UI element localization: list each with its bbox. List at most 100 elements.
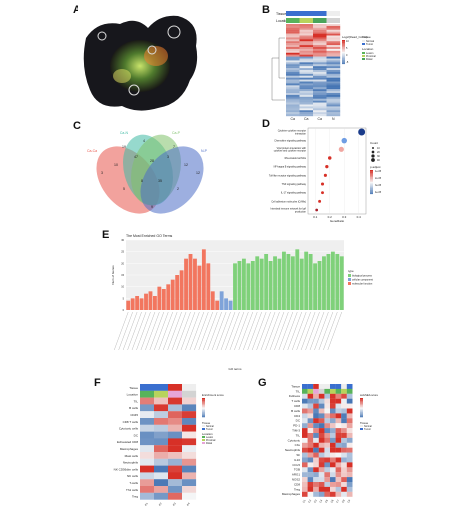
panel-b-cell — [326, 87, 341, 90]
panel-d-color-legend-label: 1e-05 — [375, 170, 382, 173]
panelG-row-label: DC — [296, 419, 301, 423]
panel-b-legend-gradient — [342, 40, 345, 42]
panel-e-bar — [317, 261, 322, 310]
panelF-cell — [140, 472, 155, 480]
panel-b-cell — [286, 64, 300, 67]
panel-b-cell — [286, 33, 300, 36]
panel-b-cell — [326, 100, 341, 103]
panel-b-dendrogram — [271, 37, 285, 101]
panel-c-count: 19 — [122, 145, 126, 149]
panelG-legend-gradient — [360, 398, 363, 400]
panel-b-cell — [313, 75, 327, 78]
panel-e-bar — [215, 300, 220, 310]
panelG-legend-gradient — [360, 410, 363, 412]
panelG-cell — [302, 403, 308, 409]
panel-d-color-legend-gradient — [370, 178, 373, 180]
panelG-cell — [313, 486, 319, 492]
panel-d-plot-area — [307, 127, 367, 215]
panelG-cell — [307, 384, 314, 389]
panelG-cell — [307, 482, 314, 487]
panel-b-cell — [313, 52, 327, 55]
panel-e-legend-title: type — [348, 269, 354, 273]
panelF-cell — [168, 418, 183, 425]
panel-e-letter: E — [102, 229, 110, 241]
panelG-cell — [346, 442, 353, 448]
panelG-cell — [335, 447, 342, 453]
panel-d-term-label: TNF signaling pathway — [282, 183, 307, 186]
panelG-cell — [307, 457, 314, 463]
panel-e-bar — [179, 270, 184, 310]
panelG-cell — [313, 398, 319, 404]
panel-e-legend-swatch — [348, 282, 351, 285]
panel-b-legend-gradient — [342, 47, 345, 49]
panelG-cell — [335, 428, 342, 434]
panel-e-xtick-label — [113, 311, 129, 351]
panel-b-cell — [326, 73, 341, 76]
panelG-cell — [335, 452, 342, 458]
panel-d-dot — [358, 128, 366, 136]
panelG-row-label: PD-1 — [293, 424, 300, 428]
panelG-cell — [313, 457, 319, 463]
panel-b-cell — [313, 66, 327, 69]
panel-e-xtick-label — [154, 311, 169, 351]
panelG-cell — [313, 442, 319, 448]
panel-b-cell — [326, 41, 341, 44]
panelG-cell — [313, 472, 319, 478]
panel-b-cell — [313, 100, 327, 103]
panel-b-col-label: Ca — [318, 117, 323, 120]
panel-e-ytick: 25 — [121, 251, 124, 254]
panel-b-cell — [313, 56, 327, 59]
panelF-cell — [182, 438, 197, 446]
panelG-cell — [330, 452, 336, 458]
panelF-legend-gradient — [202, 407, 205, 409]
panel-d-legend-title: p.adjust — [370, 165, 381, 169]
panel-e-xtick-label — [234, 311, 249, 351]
panelF-legend-gradient — [202, 413, 205, 415]
panelG-cell — [330, 428, 336, 434]
panel-b-legend-item: Lesion — [366, 52, 374, 55]
panelF-row-label: Exhausted CD8 — [117, 440, 138, 444]
panelF-row-label: T-cells — [129, 481, 138, 485]
panelF-cell — [154, 424, 169, 432]
panel-c-set-label: Ca-Ca — [87, 149, 97, 153]
panelG-cell — [346, 408, 353, 414]
panel-d-size-legend-dot — [371, 158, 375, 162]
panel-b-cell — [313, 70, 327, 73]
panel-b-cell — [299, 75, 314, 78]
panel-b-cell — [326, 48, 341, 52]
panel-b-cell — [299, 66, 314, 69]
panelG-cell — [318, 462, 325, 468]
panel-e-xtick-label — [220, 311, 236, 351]
panelF-cell — [182, 479, 197, 487]
panel-e-xtick-label — [158, 311, 173, 351]
panelG-cell — [318, 452, 325, 458]
panel-e-xtick-label — [291, 311, 307, 351]
panelG-cell — [307, 442, 314, 448]
panel-e-bar — [219, 291, 224, 310]
panelG-cell — [318, 472, 325, 478]
panel-b-cell — [286, 98, 300, 101]
panel-b-cell — [326, 33, 341, 36]
panel-b-cell — [286, 35, 300, 38]
panel-e-legend-swatch — [348, 274, 351, 277]
panel-b-cell — [326, 39, 341, 42]
panelG-cell — [302, 442, 308, 448]
panel-b-cell — [313, 102, 327, 105]
panel-e-xtick-label — [140, 311, 156, 351]
panelF-legend-gradient — [202, 408, 205, 411]
panel-e-xtick-label — [327, 311, 343, 351]
panelG-cell — [341, 433, 347, 438]
panel-d-letter: D — [262, 118, 270, 130]
panel-e-xtick-label — [202, 311, 218, 351]
panel-b-tissue-bar — [286, 11, 300, 16]
panelG-col-label: C8 — [341, 498, 346, 503]
panelF-cell — [182, 411, 197, 419]
panel-b-cell — [299, 52, 314, 55]
panel-d-dot — [323, 173, 327, 177]
panel-b-cell — [299, 29, 314, 32]
panelG-cell — [330, 467, 336, 473]
panel-b-cell — [326, 62, 341, 65]
panel-e-bar — [335, 254, 340, 310]
panelG-cell — [330, 477, 336, 483]
panelG-cell — [313, 413, 319, 419]
